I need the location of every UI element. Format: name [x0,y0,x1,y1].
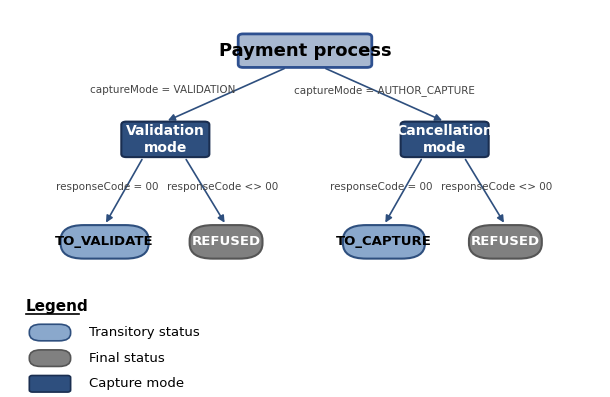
Text: responseCode = 00: responseCode = 00 [56,183,159,193]
FancyBboxPatch shape [60,225,149,258]
FancyBboxPatch shape [190,225,262,258]
FancyBboxPatch shape [121,121,209,157]
Text: Transitory status: Transitory status [89,326,199,339]
Text: responseCode <> 00: responseCode <> 00 [440,183,552,193]
FancyBboxPatch shape [29,324,71,341]
Text: Legend: Legend [26,299,88,314]
FancyBboxPatch shape [29,350,71,366]
FancyBboxPatch shape [29,376,71,392]
Text: captureMode = AUTHOR_CAPTURE: captureMode = AUTHOR_CAPTURE [293,85,475,96]
FancyBboxPatch shape [343,225,425,258]
Text: Validation
mode: Validation mode [126,124,205,155]
Text: Payment process: Payment process [219,42,391,60]
Text: captureMode = VALIDATION: captureMode = VALIDATION [90,85,235,95]
Text: responseCode = 00: responseCode = 00 [329,183,432,193]
Text: Cancellation
mode: Cancellation mode [396,124,493,155]
FancyBboxPatch shape [401,121,489,157]
Text: Final status: Final status [89,352,165,365]
Text: Capture mode: Capture mode [89,377,184,390]
Text: TO_CAPTURE: TO_CAPTURE [336,235,432,249]
Text: REFUSED: REFUSED [471,235,540,249]
FancyBboxPatch shape [239,34,371,67]
FancyBboxPatch shape [469,225,542,258]
Text: responseCode <> 00: responseCode <> 00 [167,183,279,193]
Text: TO_VALIDATE: TO_VALIDATE [56,235,154,249]
Text: REFUSED: REFUSED [192,235,260,249]
